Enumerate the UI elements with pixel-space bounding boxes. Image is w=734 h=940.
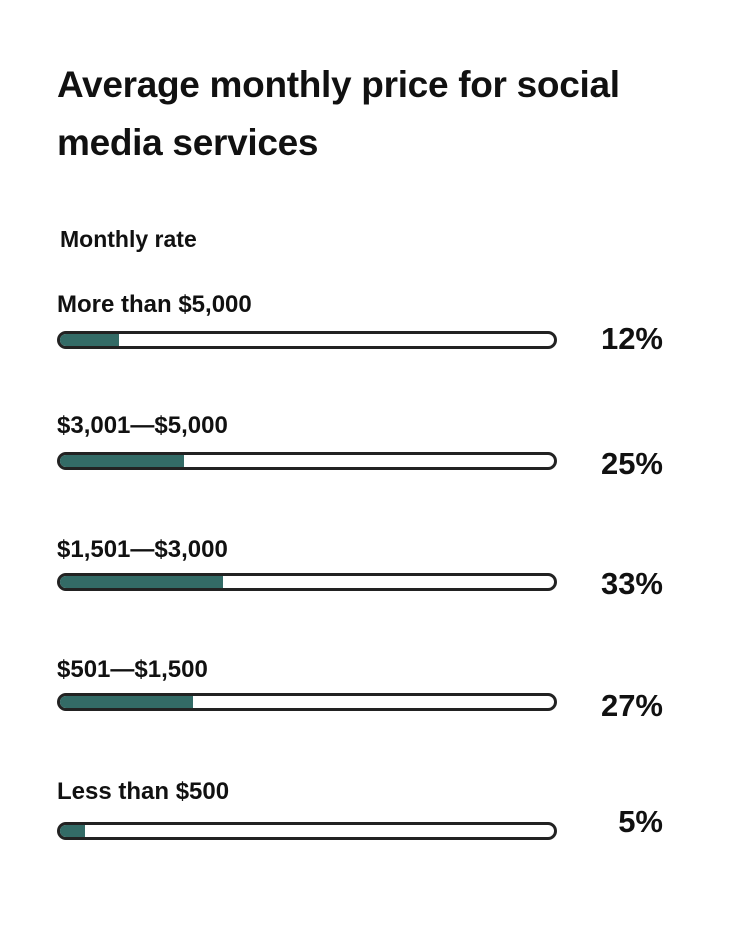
category-label: $3,001—$5,000	[57, 412, 228, 439]
bar	[60, 576, 224, 588]
value-label: 25%	[600, 446, 663, 481]
bar-row: $1,501—$3,000 33%	[57, 536, 667, 616]
value-label: 33%	[600, 566, 663, 601]
value-label: 27%	[600, 688, 663, 723]
chart-title: Average monthly price for social media s…	[57, 64, 620, 163]
value-label: 5%	[618, 804, 663, 839]
bar-row: Less than $500 5%	[57, 778, 667, 858]
bar-track	[57, 573, 557, 591]
bar-track	[57, 822, 557, 840]
bar-row: More than $5,000 12%	[57, 291, 667, 371]
value-label: 12%	[600, 321, 663, 356]
bar	[60, 455, 184, 467]
bar-track	[57, 693, 557, 711]
category-label: Less than $500	[57, 778, 230, 805]
bar-track	[57, 452, 557, 470]
bar-track	[57, 331, 557, 349]
bar	[60, 696, 194, 708]
bar	[60, 825, 85, 837]
category-label: More than $5,000	[57, 291, 252, 318]
category-label: $1,501—$3,000	[57, 536, 228, 563]
category-label: $501—$1,500	[57, 656, 208, 683]
bar-row: $501—$1,500 27%	[57, 656, 667, 736]
bar-row: $3,001—$5,000 25%	[57, 412, 667, 492]
axis-label: Monthly rate	[60, 226, 197, 252]
bar	[60, 334, 120, 346]
